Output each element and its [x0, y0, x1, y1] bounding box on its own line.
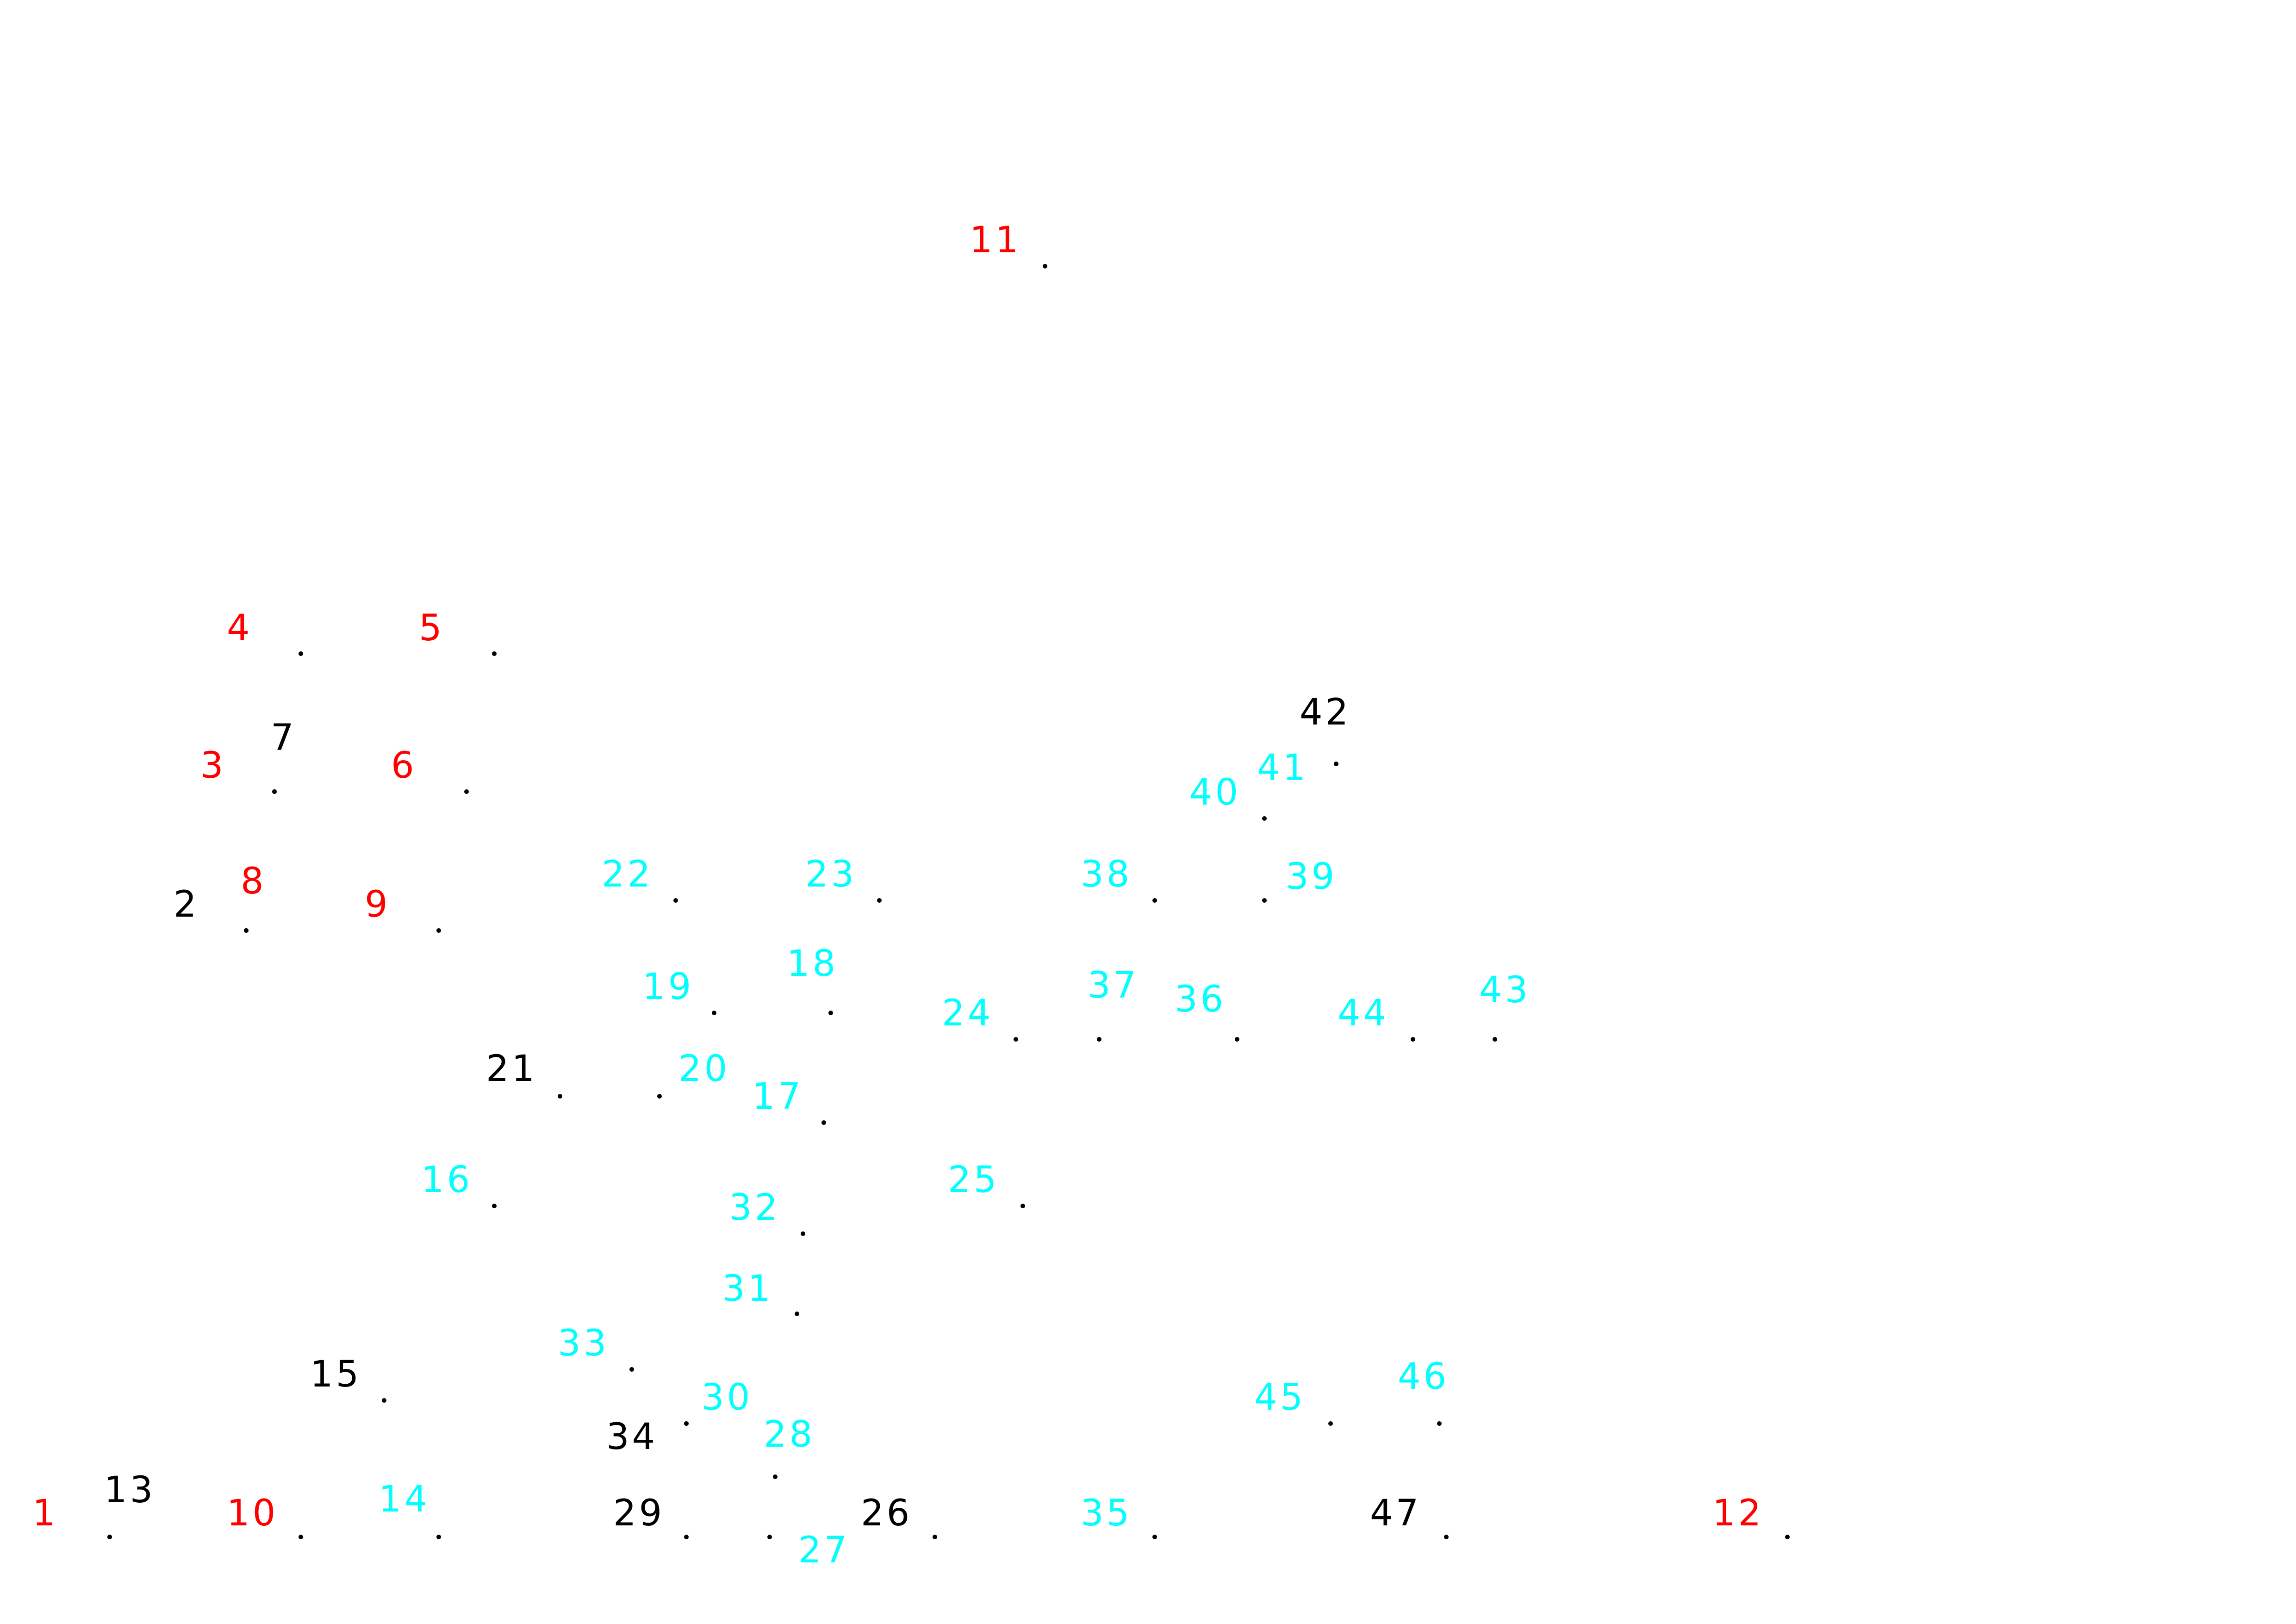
dot-45	[1328, 1421, 1333, 1426]
dot-label-23: 23	[805, 854, 857, 895]
dot-20	[657, 1094, 662, 1099]
dot-11	[1043, 264, 1047, 269]
dot-23	[877, 898, 882, 903]
dot-7	[272, 789, 277, 794]
dot-label-33: 33	[558, 1323, 609, 1364]
dot-39	[1262, 898, 1267, 903]
dot-label-32: 32	[729, 1187, 780, 1229]
dot-label-22: 22	[602, 854, 653, 895]
dot-label-18: 18	[787, 943, 838, 985]
dot-label-37: 37	[1088, 965, 1139, 1006]
dot-21	[558, 1094, 562, 1099]
dot-label-38: 38	[1081, 854, 1132, 895]
dot-label-42: 42	[1300, 692, 1351, 733]
dot-22	[673, 898, 678, 903]
dot-5	[492, 651, 497, 656]
dot-label-43: 43	[1479, 969, 1531, 1011]
dot-35	[1152, 1535, 1157, 1539]
dot-label-8: 8	[241, 861, 267, 902]
dot-31	[795, 1312, 799, 1316]
dot-label-26: 26	[861, 1493, 912, 1534]
dot-15	[382, 1398, 386, 1403]
dot-44	[1411, 1037, 1415, 1042]
dot-4	[299, 651, 303, 656]
dot-label-1: 1	[32, 1493, 58, 1534]
dot-label-10: 10	[227, 1493, 278, 1534]
dot-label-39: 39	[1286, 856, 1337, 898]
dot-46	[1437, 1421, 1442, 1426]
dot-36	[1235, 1037, 1239, 1042]
dot-label-16: 16	[421, 1159, 473, 1201]
dot-13	[107, 1535, 112, 1539]
dot-label-40: 40	[1189, 772, 1241, 813]
dot-32	[801, 1231, 805, 1236]
dot-14	[436, 1535, 441, 1539]
dot-label-19: 19	[642, 966, 694, 1008]
dot-label-27: 27	[798, 1530, 850, 1571]
dot-24	[1014, 1037, 1018, 1042]
dot-26	[933, 1535, 937, 1539]
dot-label-46: 46	[1398, 1356, 1449, 1398]
dot-label-9: 9	[365, 884, 391, 925]
dot-33	[629, 1367, 634, 1372]
dot-label-34: 34	[606, 1416, 658, 1458]
dot-37	[1097, 1037, 1101, 1042]
dot-40	[1262, 816, 1267, 821]
dot-label-14: 14	[379, 1479, 430, 1520]
dot-label-13: 13	[104, 1469, 156, 1511]
dot-29	[684, 1535, 689, 1539]
dot-18	[828, 1011, 833, 1015]
dot-label-24: 24	[942, 993, 993, 1034]
dot-label-20: 20	[678, 1048, 730, 1090]
dot-label-17: 17	[752, 1076, 803, 1118]
dot-label-45: 45	[1254, 1377, 1306, 1418]
dot-label-25: 25	[948, 1159, 999, 1201]
dot-label-41: 41	[1257, 747, 1308, 789]
dot-10	[299, 1535, 303, 1539]
dot-label-35: 35	[1081, 1493, 1132, 1534]
dot-9	[436, 928, 441, 933]
dot-47	[1444, 1535, 1449, 1539]
dot-34	[684, 1421, 689, 1426]
dot-38	[1152, 898, 1157, 903]
dot-label-28: 28	[764, 1414, 815, 1455]
dot-label-47: 47	[1370, 1493, 1421, 1534]
dot-label-5: 5	[419, 607, 445, 649]
dot-label-15: 15	[310, 1354, 361, 1395]
dot-label-2: 2	[174, 884, 199, 925]
dot-label-3: 3	[200, 745, 226, 787]
dot-label-4: 4	[227, 607, 253, 649]
dot-label-30: 30	[701, 1377, 753, 1418]
dot-label-21: 21	[486, 1048, 537, 1090]
dot-label-6: 6	[391, 745, 417, 787]
dot-label-11: 11	[970, 219, 1021, 261]
dot-label-44: 44	[1338, 993, 1389, 1034]
dot-25	[1020, 1204, 1025, 1208]
dot-43	[1493, 1037, 1497, 1042]
dot-label-29: 29	[613, 1493, 665, 1534]
dot-label-36: 36	[1175, 979, 1226, 1020]
dot-label-31: 31	[722, 1268, 773, 1310]
dot-17	[821, 1120, 826, 1125]
dot-12	[1785, 1535, 1790, 1539]
dot-19	[712, 1011, 716, 1015]
dot-28	[773, 1474, 778, 1479]
dot-42	[1334, 762, 1338, 766]
dot-8	[244, 928, 249, 933]
dot-6	[464, 789, 469, 794]
dot-label-12: 12	[1712, 1493, 1764, 1534]
dot-27	[767, 1535, 772, 1539]
dot-16	[492, 1204, 497, 1208]
dot-label-7: 7	[271, 717, 297, 759]
